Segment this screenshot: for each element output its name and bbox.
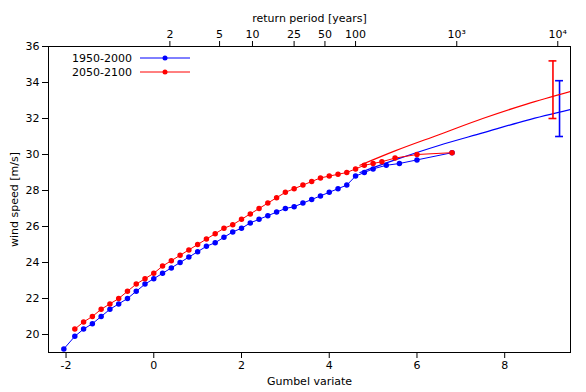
svg-text:Gumbel variate: Gumbel variate xyxy=(267,375,352,388)
svg-text:1950-2000: 1950-2000 xyxy=(72,52,132,65)
svg-text:10⁴: 10⁴ xyxy=(549,28,568,41)
svg-text:2: 2 xyxy=(166,28,173,41)
svg-text:25: 25 xyxy=(287,28,301,41)
svg-text:0: 0 xyxy=(150,359,157,372)
svg-text:return period [years]: return period [years] xyxy=(252,12,367,25)
svg-text:6: 6 xyxy=(413,359,420,372)
svg-text:36: 36 xyxy=(26,40,40,53)
svg-text:4: 4 xyxy=(326,359,333,372)
svg-text:-2: -2 xyxy=(61,359,72,372)
svg-text:8: 8 xyxy=(501,359,508,372)
svg-text:wind speed [m/s]: wind speed [m/s] xyxy=(8,152,21,247)
svg-text:10: 10 xyxy=(245,28,259,41)
svg-text:5: 5 xyxy=(216,28,223,41)
svg-text:10³: 10³ xyxy=(448,28,466,41)
svg-text:32: 32 xyxy=(26,112,40,125)
svg-text:2050-2100: 2050-2100 xyxy=(72,66,132,79)
svg-text:100: 100 xyxy=(345,28,366,41)
svg-text:20: 20 xyxy=(26,328,40,341)
svg-text:2: 2 xyxy=(238,359,245,372)
svg-text:34: 34 xyxy=(26,76,40,89)
svg-text:30: 30 xyxy=(26,148,40,161)
svg-text:24: 24 xyxy=(26,256,40,269)
svg-text:28: 28 xyxy=(26,184,40,197)
svg-text:22: 22 xyxy=(26,292,40,305)
svg-text:50: 50 xyxy=(318,28,332,41)
svg-text:26: 26 xyxy=(26,220,40,233)
